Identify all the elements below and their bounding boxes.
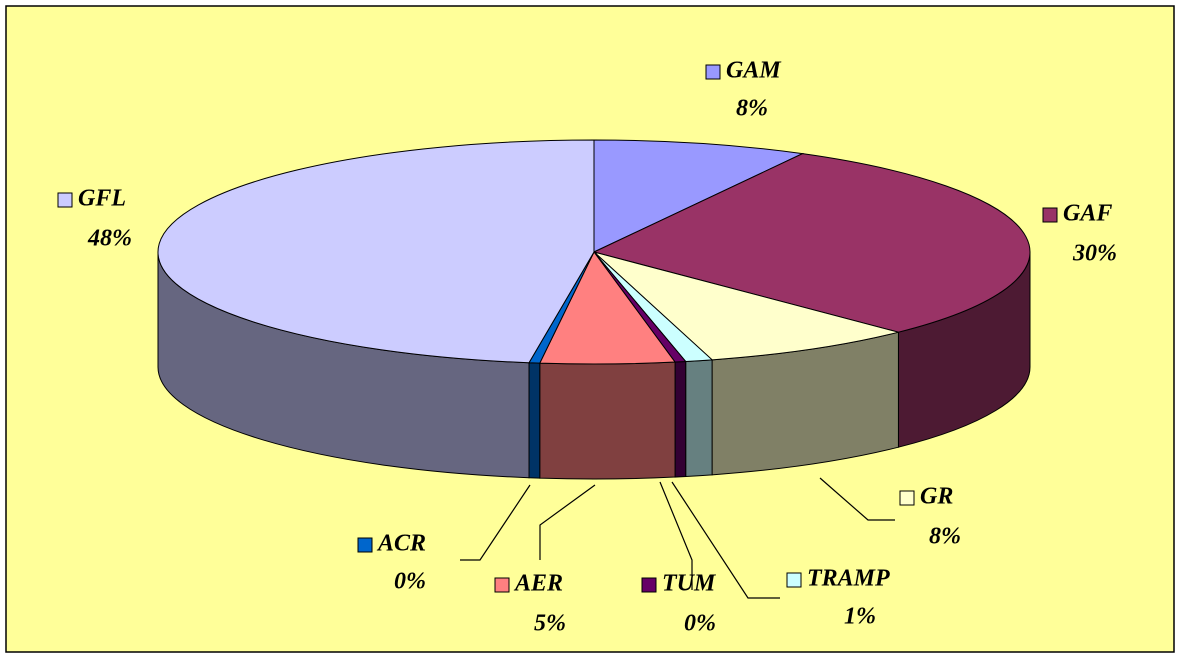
slice-percent: 5% (534, 611, 566, 637)
legend-swatch (786, 572, 802, 588)
slice (592, 153, 1031, 333)
slice (157, 139, 595, 364)
slice-name: GAF (1063, 201, 1112, 227)
slice-percent: 0% (394, 569, 426, 595)
leader-line (659, 481, 693, 590)
slice-name: TUM (662, 571, 717, 597)
slice-side (674, 360, 687, 478)
legend-swatch (57, 192, 73, 208)
slice-percent: 8% (736, 96, 768, 122)
slice-percent: 30% (1072, 241, 1117, 267)
slice-side (685, 359, 713, 478)
legend-swatch (357, 537, 373, 553)
legend-swatch (705, 64, 721, 80)
legend-swatch (1042, 207, 1058, 223)
slice-name: ACR (376, 531, 426, 557)
slice-percent: 1% (844, 604, 876, 630)
slice-name: TRAMP (807, 566, 890, 592)
legend-swatch (899, 490, 915, 506)
slice-name: AER (513, 571, 563, 597)
leader-line (819, 477, 895, 521)
slice-side (528, 362, 541, 479)
slice-side (539, 361, 676, 480)
slice-name: GFL (78, 186, 126, 212)
slice-name: GAM (726, 58, 782, 84)
slice (593, 251, 899, 361)
legend-swatch (641, 577, 657, 593)
slice (593, 139, 805, 253)
leader-line (460, 484, 531, 561)
slice-percent: 0% (684, 611, 716, 637)
leader-line (671, 481, 780, 599)
slice-name: GR (920, 484, 953, 510)
leader-line (539, 484, 596, 560)
slice-percent: 8% (929, 524, 961, 550)
slice-percent: 48% (87, 226, 132, 252)
legend-swatch (494, 577, 510, 593)
